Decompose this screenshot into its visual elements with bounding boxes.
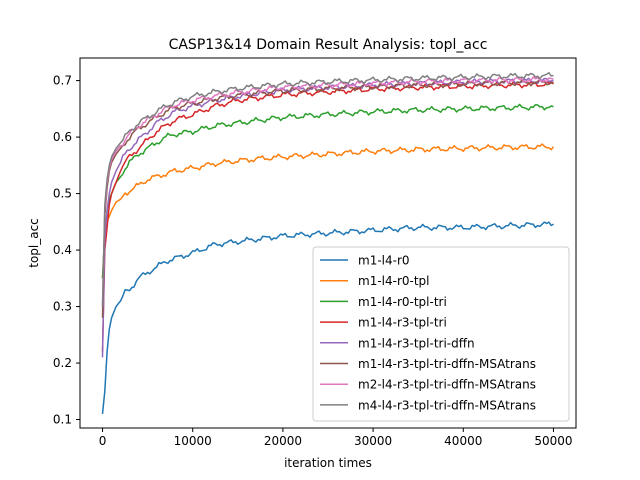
series-line-m1-l4-r3-tpl-tri-dffn-MSAtrans bbox=[101, 78, 554, 318]
legend-label: m1-l4-r3-tpl-tri-dffn-MSAtrans bbox=[358, 357, 536, 371]
x-tick-label: 40000 bbox=[444, 434, 482, 448]
y-tick-label: 0.1 bbox=[53, 413, 72, 427]
x-tick-label: 50000 bbox=[534, 434, 572, 448]
legend-label: m1-l4-r0 bbox=[358, 254, 410, 268]
legend-label: m2-l4-r3-tpl-tri-dffn-MSAtrans bbox=[358, 378, 536, 392]
x-tick-label: 20000 bbox=[264, 434, 302, 448]
plot-frame bbox=[79, 57, 577, 429]
legend-label: m4-l4-r3-tpl-tri-dffn-MSAtrans bbox=[358, 398, 536, 412]
x-axis-label: iteration times bbox=[284, 456, 372, 470]
series-layer bbox=[101, 71, 555, 414]
legend-frame bbox=[312, 246, 570, 422]
series-line-m1-l4-r0 bbox=[101, 221, 554, 414]
x-tick-label: 0 bbox=[99, 434, 107, 448]
y-axis: 0.1 0.2 0.3 0.4 0.5 0.6 0.7 bbox=[53, 74, 80, 427]
chart-title: CASP13&14 Domain Result Analysis: topl_a… bbox=[169, 37, 488, 53]
y-tick-label: 0.6 bbox=[53, 130, 72, 144]
series-line-m4-l4-r3-tpl-tri-dffn-MSAtrans bbox=[101, 71, 554, 307]
y-tick-label: 0.3 bbox=[53, 300, 72, 314]
y-axis-label: topl_acc bbox=[27, 218, 41, 268]
series-line-m1-l4-r0-tpl-tri bbox=[101, 103, 554, 279]
legend-label: m1-l4-r0-tpl-tri bbox=[358, 295, 447, 309]
y-tick-label: 0.2 bbox=[53, 356, 72, 370]
series-line-m2-l4-r3-tpl-tri-dffn-MSAtrans bbox=[101, 76, 554, 307]
y-tick-label: 0.7 bbox=[53, 74, 72, 88]
y-tick-label: 0.5 bbox=[53, 187, 72, 201]
x-tick-label: 30000 bbox=[354, 434, 392, 448]
x-tick-label: 10000 bbox=[174, 434, 212, 448]
legend: m1-l4-r0 m1-l4-r0-tpl m1-l4-r0-tpl-tri m1-l… bbox=[312, 246, 570, 422]
legend-label: m1-l4-r3-tpl-tri bbox=[358, 316, 447, 330]
legend-label: m1-l4-r0-tpl bbox=[358, 274, 430, 288]
legend-label: m1-l4-r3-tpl-tri-dffn bbox=[358, 336, 475, 350]
x-axis: 0 10000 20000 30000 40000 50000 bbox=[99, 428, 573, 448]
series-line-m1-l4-r0-tpl bbox=[101, 143, 555, 279]
y-tick-label: 0.4 bbox=[53, 243, 72, 257]
